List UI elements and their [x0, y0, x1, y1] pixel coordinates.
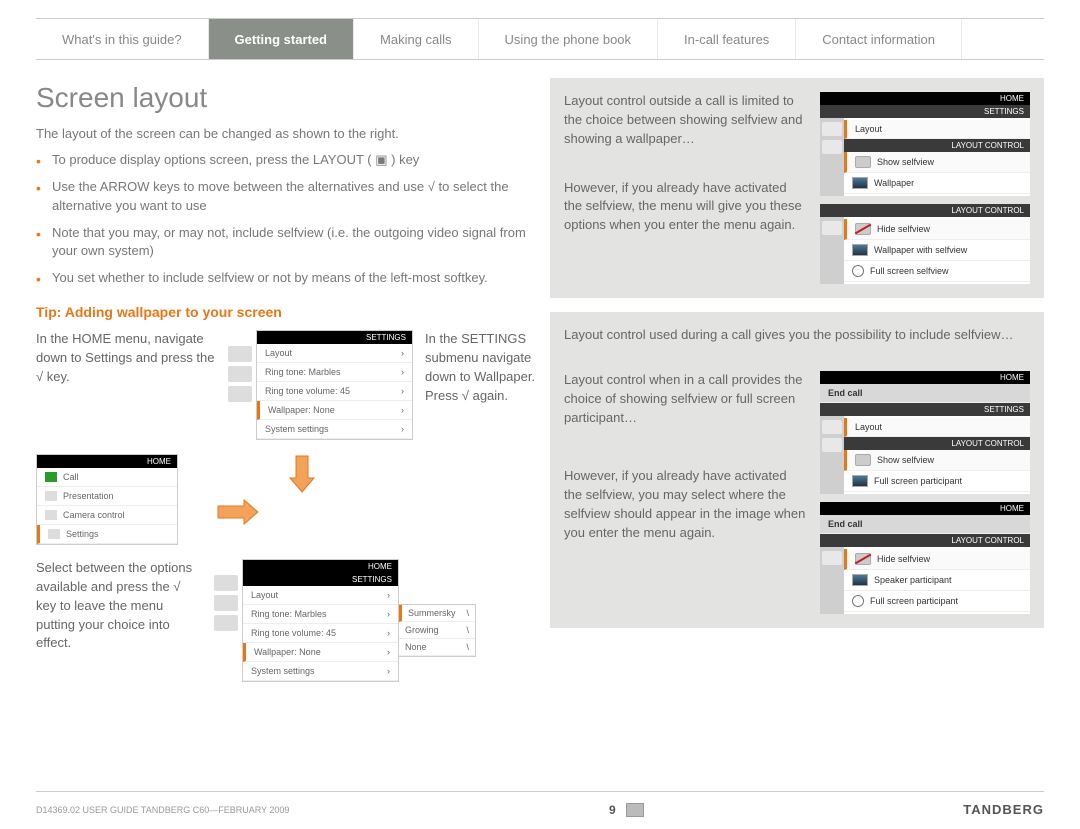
- mini-screenshot-3: HOME End call SETTINGS Layout LAYOUT CON…: [820, 371, 1030, 494]
- mini-row: Show selfview: [877, 157, 934, 167]
- hide-icon: [855, 553, 871, 565]
- home-row: Settings: [66, 529, 99, 539]
- footer: D14369.02 USER GUIDE TANDBERG C60—FEBRUA…: [36, 791, 1044, 817]
- tip-text-3: Select between the options available and…: [36, 559, 196, 653]
- left-column: Screen layout The layout of the screen c…: [36, 78, 530, 682]
- tip-text-2: In the SETTINGS submenu navigate down to…: [425, 330, 545, 405]
- home-menu-wrapper: HOME Call Presentation Camera control Se…: [36, 454, 216, 545]
- end-call-label: End call: [828, 388, 863, 398]
- bullet-item: To produce display options screen, press…: [36, 151, 530, 170]
- nav-item-guide[interactable]: What's in this guide?: [36, 19, 209, 59]
- camera-icon: [45, 510, 57, 520]
- mini-row: Full screen selfview: [870, 266, 949, 276]
- nav-item-making-calls[interactable]: Making calls: [354, 19, 479, 59]
- mini-screenshot-2: LAYOUT CONTROL Hide selfview Wallpaper w…: [820, 204, 1030, 284]
- home-menu: HOME Call Presentation Camera control Se…: [36, 454, 178, 545]
- settings-row: System settings: [265, 424, 329, 434]
- panel-1: Layout control outside a call is limited…: [550, 78, 1044, 298]
- doc-id: D14369.02 USER GUIDE TANDBERG C60—FEBRUA…: [36, 805, 289, 815]
- settings-menu-b: HOME SETTINGS Layout› Ring tone: Marbles…: [214, 559, 530, 682]
- settings-header: SETTINGS: [257, 331, 412, 344]
- panel-text: Layout control outside a call is limited…: [564, 92, 808, 149]
- mini-row: Wallpaper: [874, 178, 914, 188]
- bullet-item: You set whether to include selfview or n…: [36, 269, 530, 288]
- settings-row: Layout: [265, 348, 292, 358]
- mini-screenshot-4: HOME End call LAYOUT CONTROL Hide selfvi…: [820, 502, 1030, 614]
- panel-text: However, if you already have activated t…: [564, 179, 808, 236]
- arrow-icon: [216, 498, 260, 529]
- mini-row: Full screen participant: [874, 476, 962, 486]
- settings-row: Ring tone: Marbles: [251, 609, 327, 619]
- nav-item-incall[interactable]: In-call features: [658, 19, 796, 59]
- settings-row: Wallpaper: None: [268, 405, 335, 415]
- settings-row: Ring tone: Marbles: [265, 367, 341, 377]
- hide-icon: [855, 223, 871, 235]
- person-icon: [855, 454, 871, 466]
- home-header: HOME: [243, 560, 398, 573]
- bullet-list: To produce display options screen, press…: [36, 151, 530, 288]
- mini-row: Hide selfview: [877, 554, 930, 564]
- nav-item-contact[interactable]: Contact information: [796, 19, 962, 59]
- printer-icon: [626, 803, 644, 817]
- tip-heading: Tip: Adding wallpaper to your screen: [36, 304, 530, 320]
- call-icon: [45, 472, 57, 482]
- panel-text: Layout control used during a call gives …: [564, 326, 1030, 345]
- mini-row: Layout: [855, 124, 882, 134]
- mini-row: Speaker participant: [874, 575, 952, 585]
- tip-text-1: In the HOME menu, navigate down to Setti…: [36, 330, 216, 387]
- mini-row: Wallpaper with selfview: [874, 245, 967, 255]
- settings-menu-a: SETTINGS Layout› Ring tone: Marbles› Rin…: [228, 330, 413, 440]
- mini-row: Layout: [855, 422, 882, 432]
- arrow-down-icon: [228, 454, 545, 494]
- person-icon: [855, 156, 871, 168]
- settings-row: Wallpaper: None: [254, 647, 321, 657]
- layout-control-header: LAYOUT CONTROL: [820, 534, 1030, 547]
- submenu-row: Summersky: [408, 608, 456, 618]
- settings-header: SETTINGS: [243, 573, 398, 586]
- nav-item-phone-book[interactable]: Using the phone book: [479, 19, 658, 59]
- mini-row: Hide selfview: [877, 224, 930, 234]
- page-number: 9: [609, 803, 616, 817]
- panel-text: However, if you already have activated t…: [564, 467, 808, 542]
- right-column: Layout control outside a call is limited…: [550, 78, 1044, 682]
- home-header: HOME: [37, 455, 177, 468]
- layout-control-header: LAYOUT CONTROL: [844, 139, 1030, 152]
- presentation-icon: [45, 491, 57, 501]
- panel-text: Layout control when in a call provides t…: [564, 371, 808, 428]
- layout-control-header: LAYOUT CONTROL: [844, 437, 1030, 450]
- top-nav: What's in this guide? Getting started Ma…: [36, 18, 1044, 60]
- mini-row: Show selfview: [877, 455, 934, 465]
- bullet-item: Use the ARROW keys to move between the a…: [36, 178, 530, 216]
- bullet-item: Note that you may, or may not, include s…: [36, 224, 530, 262]
- settings-row: Ring tone volume: 45: [265, 386, 350, 396]
- panel-2: Layout control used during a call gives …: [550, 312, 1044, 628]
- screen-icon: [852, 475, 868, 487]
- radio-icon: [852, 595, 864, 607]
- mini-screenshot-1: HOME SETTINGS Layout LAYOUT CONTROL Show…: [820, 92, 1030, 196]
- mini-row: Full screen participant: [870, 596, 958, 606]
- screen-icon: [852, 574, 868, 586]
- settings-row: Ring tone volume: 45: [251, 628, 336, 638]
- settings-icon: [48, 529, 60, 539]
- brand-logo: TANDBERG: [963, 802, 1044, 817]
- submenu-row: None: [405, 642, 427, 652]
- home-row: Presentation: [63, 491, 114, 501]
- submenu-row: Growing: [405, 625, 439, 635]
- home-row: Camera control: [63, 510, 125, 520]
- wallpaper-submenu: Summersky\ Growing\ None\: [398, 604, 476, 657]
- screen-icon: [852, 177, 868, 189]
- nav-item-getting-started[interactable]: Getting started: [209, 19, 354, 59]
- settings-row: System settings: [251, 666, 315, 676]
- screen-icon: [852, 244, 868, 256]
- layout-control-header: LAYOUT CONTROL: [820, 204, 1030, 217]
- settings-row: Layout: [251, 590, 278, 600]
- intro-text: The layout of the screen can be changed …: [36, 126, 530, 141]
- home-row: Call: [63, 472, 79, 482]
- page-title: Screen layout: [36, 82, 530, 114]
- radio-icon: [852, 265, 864, 277]
- end-call-label: End call: [828, 519, 863, 529]
